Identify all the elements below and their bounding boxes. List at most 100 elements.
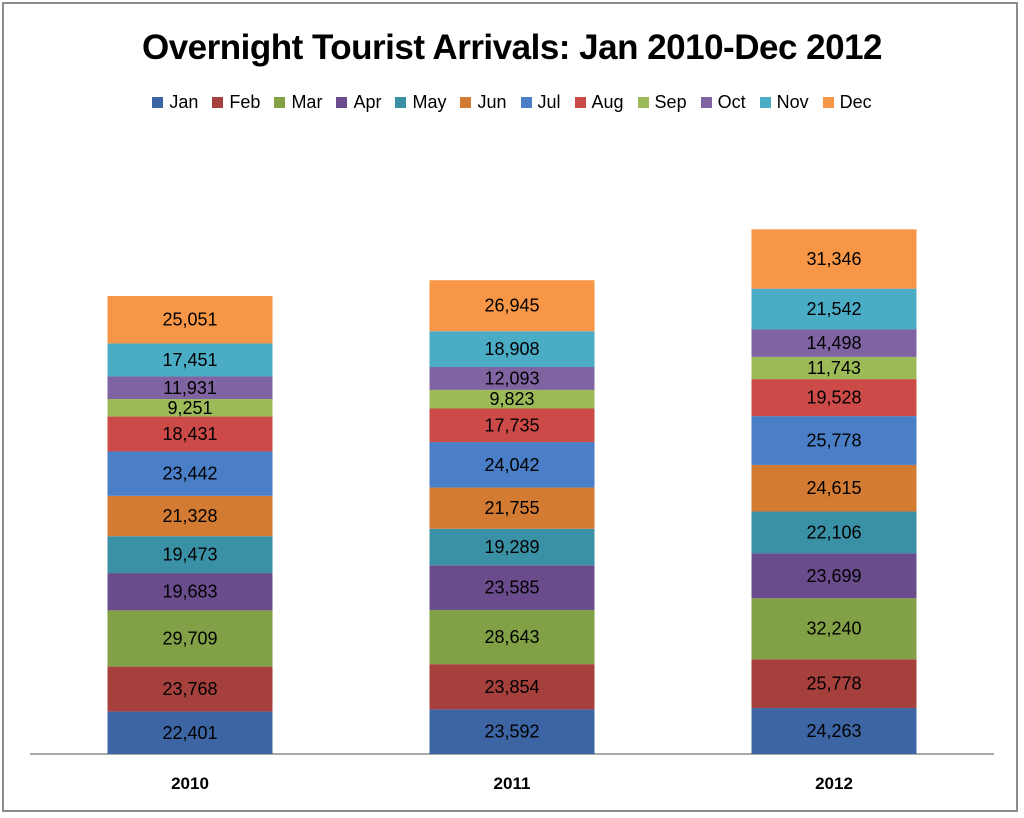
- bar-segment-2010-nov: [107, 343, 273, 377]
- bar-segment-2012-dec: [751, 229, 917, 289]
- bar-segment-2010-apr: [107, 573, 273, 611]
- data-label-2010-apr: 19,683: [162, 582, 217, 602]
- legend-label: Nov: [776, 91, 809, 112]
- data-label-2010-dec: 25,051: [162, 310, 217, 330]
- bar-segment-2012-mar: [751, 598, 917, 660]
- bar-segment-2011-mar: [429, 609, 595, 665]
- bar-segment-2010-oct: [107, 376, 273, 400]
- bar-segment-2012-oct: [751, 329, 917, 357]
- bar-segment-2012-jul: [751, 416, 917, 465]
- x-tick-label-2011: 2011: [494, 774, 531, 793]
- legend-label: Aug: [591, 91, 624, 112]
- bar-segment-2010-feb: [107, 666, 273, 712]
- bar-segment-2012-jun: [751, 464, 917, 512]
- data-label-2010-oct: 11,931: [163, 378, 217, 398]
- data-label-2011-mar: 28,643: [484, 627, 539, 647]
- data-label-2012-jan: 24,263: [806, 721, 861, 741]
- data-label-2011-jan: 23,592: [484, 722, 539, 742]
- legend-item-may: May: [395, 92, 446, 113]
- data-label-2010-jun: 21,328: [162, 506, 217, 526]
- legend-item-nov: Nov: [759, 91, 809, 113]
- data-label-2011-may: 19,289: [484, 537, 539, 557]
- data-label-2012-dec: 31,346: [806, 249, 861, 269]
- legend-swatch: [336, 96, 348, 108]
- data-label-2012-aug: 19,528: [806, 388, 861, 408]
- legend-label: Feb: [229, 91, 261, 112]
- bar-segment-2010-jan: [107, 711, 273, 754]
- legend-item-aug: Aug: [574, 91, 624, 113]
- data-label-2010-nov: 17,451: [162, 350, 217, 370]
- data-label-2010-jul: 23,442: [162, 464, 217, 484]
- legend-label: May: [412, 91, 447, 112]
- legend-item-sep: Sep: [637, 92, 687, 113]
- data-label-2012-apr: 23,699: [806, 566, 861, 586]
- legend-item-oct: Oct: [700, 92, 746, 113]
- data-label-2012-jul: 25,778: [806, 431, 861, 451]
- legend-swatch: [212, 96, 224, 108]
- bar-segment-2012-apr: [751, 553, 917, 599]
- bar-segment-2012-may: [751, 511, 917, 554]
- data-label-2010-sep: 9,251: [167, 398, 212, 418]
- bar-segment-2011-may: [429, 528, 595, 566]
- legend-item-jun: Jun: [460, 91, 507, 113]
- data-label-2011-jul: 24,042: [484, 455, 539, 475]
- bar-segment-2010-may: [107, 536, 273, 574]
- data-label-2010-mar: 29,709: [162, 628, 217, 648]
- bar-segment-2012-sep: [751, 356, 917, 380]
- bar-segment-2011-jul: [429, 442, 595, 488]
- legend-swatch: [274, 96, 286, 108]
- data-label-2011-dec: 26,945: [484, 296, 539, 316]
- data-label-2012-jun: 24,615: [806, 478, 861, 498]
- legend-item-feb: Feb: [212, 92, 260, 113]
- legend-label: Mar: [291, 91, 323, 112]
- bar-segment-2011-nov: [429, 331, 595, 368]
- chart-title: Overnight Tourist Arrivals: Jan 2010-Dec…: [141, 28, 883, 67]
- data-label-2012-mar: 32,240: [806, 619, 861, 639]
- bar-segment-2011-jan: [429, 709, 595, 754]
- legend-label: Apr: [353, 91, 382, 112]
- data-label-2011-nov: 18,908: [484, 339, 539, 359]
- bar-segment-2011-apr: [429, 565, 595, 610]
- bar-segment-2012-feb: [751, 659, 917, 709]
- chart-legend: Jan Feb Mar Apr May Jun Jul Aug Sep Oct Nov Dec: [0, 90, 1024, 114]
- legend-swatch: [822, 96, 834, 108]
- data-label-2011-feb: 23,854: [484, 677, 539, 697]
- data-label-2010-feb: 23,768: [162, 679, 217, 699]
- data-label-2011-aug: 17,735: [484, 415, 539, 435]
- data-label-2011-jun: 21,755: [484, 498, 539, 518]
- legend-swatch: [637, 96, 649, 108]
- bar-segment-2012-jan: [751, 708, 917, 754]
- legend-label: Dec: [839, 91, 872, 112]
- legend-swatch: [520, 96, 532, 108]
- bar-segment-2010-aug: [107, 416, 273, 452]
- legend-item-dec: Dec: [822, 91, 872, 113]
- bar-segment-2010-jun: [107, 495, 273, 537]
- legend-item-mar: Mar: [274, 92, 322, 113]
- data-label-2012-feb: 25,778: [806, 674, 861, 694]
- data-label-2011-apr: 23,585: [484, 578, 539, 598]
- bar-segment-2011-feb: [429, 664, 595, 710]
- data-label-2010-jan: 22,401: [162, 723, 217, 743]
- data-label-2011-oct: 12,093: [484, 368, 539, 388]
- bar-segment-2012-aug: [751, 379, 917, 417]
- bar-segment-2011-oct: [429, 367, 595, 390]
- legend-swatch: [395, 96, 407, 108]
- data-label-2010-aug: 18,431: [162, 424, 217, 444]
- legend-item-jan: Jan: [152, 92, 198, 113]
- legend-swatch: [759, 96, 771, 108]
- data-label-2010-may: 19,473: [162, 545, 217, 565]
- legend-label: Jul: [537, 91, 561, 112]
- data-label-2012-sep: 11,743: [807, 358, 861, 378]
- x-tick-label-2010: 2010: [171, 774, 209, 793]
- legend-swatch: [152, 96, 164, 108]
- data-label-2012-oct: 14,498: [806, 333, 861, 353]
- bar-segment-2010-sep: [107, 399, 273, 417]
- data-label-2012-may: 22,106: [806, 522, 861, 542]
- legend-label: Jan: [169, 91, 199, 112]
- legend-item-jul: Jul: [520, 91, 561, 113]
- legend-label: Jun: [477, 91, 507, 112]
- bar-segment-2011-aug: [429, 408, 595, 443]
- bar-segment-2012-nov: [751, 288, 917, 330]
- bar-segment-2010-mar: [107, 610, 273, 667]
